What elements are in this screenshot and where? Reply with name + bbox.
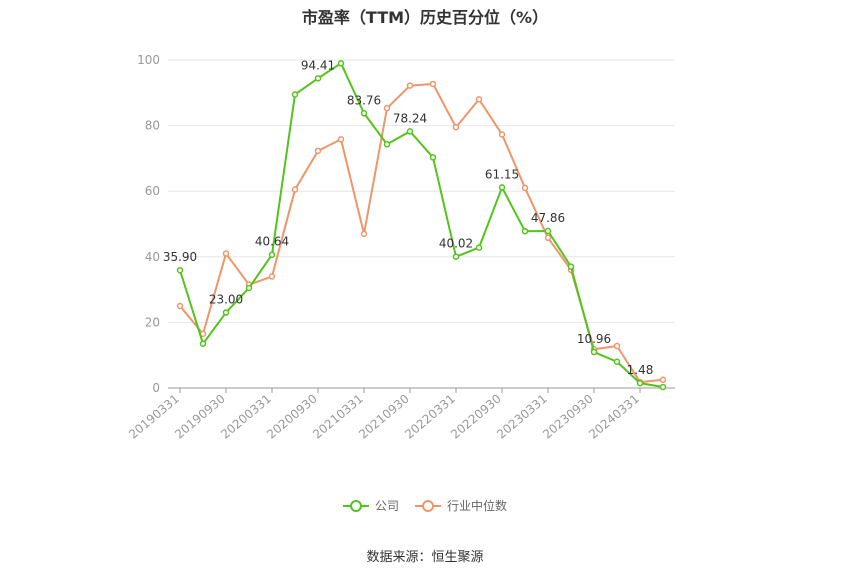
data-point-industry-median bbox=[291, 186, 299, 193]
data-point-industry-median bbox=[337, 136, 345, 143]
data-label: 1.48 bbox=[627, 363, 654, 377]
x-tick-label: 20210331 bbox=[310, 392, 366, 442]
y-tick-label: 80 bbox=[145, 119, 160, 133]
series-layer bbox=[176, 60, 667, 391]
data-point-industry-median bbox=[176, 302, 184, 310]
x-tick-label: 20190930 bbox=[172, 392, 228, 442]
y-tick-label: 100 bbox=[137, 53, 160, 67]
data-point-company bbox=[406, 128, 414, 135]
data-point-company bbox=[360, 110, 368, 117]
data-point-company bbox=[544, 227, 552, 235]
data-label: 23.00 bbox=[209, 293, 243, 307]
data-label: 35.90 bbox=[163, 250, 197, 264]
data-point-industry-median bbox=[360, 230, 368, 238]
data-point-company bbox=[429, 154, 437, 161]
data-point-industry-median bbox=[498, 131, 506, 138]
data-point-industry-median bbox=[613, 342, 621, 350]
data-label: 47.86 bbox=[531, 211, 565, 225]
label-layer: 35.90 23.00 40.64 94.41 83.76 78.24 40.02 61.15… bbox=[163, 58, 654, 377]
data-point-company bbox=[291, 91, 299, 98]
x-tick-label: 20230930 bbox=[540, 392, 596, 442]
data-label: 10.96 bbox=[577, 332, 611, 346]
data-point-industry-median bbox=[452, 123, 460, 131]
source-note: 数据来源：恒生聚源 bbox=[366, 550, 484, 565]
data-point-industry-median bbox=[475, 96, 483, 103]
y-tick-label: 0 bbox=[152, 381, 160, 395]
x-tick-label: 20220930 bbox=[448, 392, 504, 442]
data-label: 94.41 bbox=[301, 58, 335, 72]
y-tick-label: 20 bbox=[145, 315, 160, 329]
data-label: 78.24 bbox=[393, 111, 427, 125]
x-tick-label: 20210930 bbox=[356, 392, 412, 442]
data-label: 40.64 bbox=[255, 235, 289, 249]
y-tick-label: 40 bbox=[145, 250, 160, 264]
data-point-industry-median bbox=[222, 250, 230, 257]
data-label: 40.02 bbox=[439, 237, 473, 251]
legend-industry-label: 行业中位数 bbox=[447, 499, 508, 513]
data-point-company bbox=[176, 266, 184, 274]
x-tick-label: 20230331 bbox=[494, 392, 550, 442]
data-point-company bbox=[314, 75, 322, 82]
series-line-company bbox=[179, 62, 664, 389]
data-point-company bbox=[636, 379, 644, 387]
data-point-industry-median bbox=[429, 80, 437, 88]
data-point-industry-median bbox=[659, 376, 667, 384]
data-point-company bbox=[245, 284, 253, 292]
data-point-industry-median bbox=[406, 82, 414, 89]
y-tick-label: 60 bbox=[145, 184, 160, 198]
data-point-company bbox=[567, 263, 575, 270]
data-point-company bbox=[383, 141, 391, 148]
data-point-company bbox=[268, 251, 276, 258]
data-point-company bbox=[590, 348, 598, 356]
legend-item-industry-median[interactable]: 行业中位数 bbox=[415, 497, 507, 514]
chart-title: 市盈率（TTM）历史百分位（%） bbox=[301, 8, 549, 27]
data-label: 83.76 bbox=[347, 93, 381, 107]
x-tick-label: 20200930 bbox=[264, 392, 320, 442]
data-point-company bbox=[475, 244, 483, 251]
data-point-company bbox=[452, 253, 460, 260]
legend-item-company[interactable]: 公司 bbox=[342, 497, 399, 514]
data-point-industry-median bbox=[314, 147, 322, 155]
x-tick-label: 20190331 bbox=[126, 392, 182, 442]
grid-layer bbox=[168, 59, 675, 323]
x-tick-label: 20220331 bbox=[402, 392, 458, 442]
data-point-company bbox=[659, 383, 667, 391]
data-point-company bbox=[613, 358, 621, 366]
x-tick-label: 20240331 bbox=[586, 392, 642, 442]
data-point-company bbox=[222, 309, 230, 316]
data-point-company bbox=[337, 60, 345, 67]
legend-industry-swatch-icon bbox=[415, 499, 441, 513]
data-point-company bbox=[498, 184, 506, 191]
data-point-industry-median bbox=[383, 104, 391, 112]
data-point-company bbox=[521, 227, 529, 235]
legend-company-swatch-icon bbox=[342, 499, 369, 513]
data-label: 61.15 bbox=[485, 167, 519, 181]
data-point-industry-median bbox=[521, 184, 529, 192]
data-point-industry-median bbox=[544, 234, 552, 242]
x-tick-label: 20200331 bbox=[218, 392, 274, 442]
legend: 公司 行业中位数 bbox=[0, 497, 850, 514]
data-point-company bbox=[199, 340, 207, 347]
data-point-industry-median bbox=[268, 273, 276, 280]
legend-company-label: 公司 bbox=[374, 499, 399, 513]
